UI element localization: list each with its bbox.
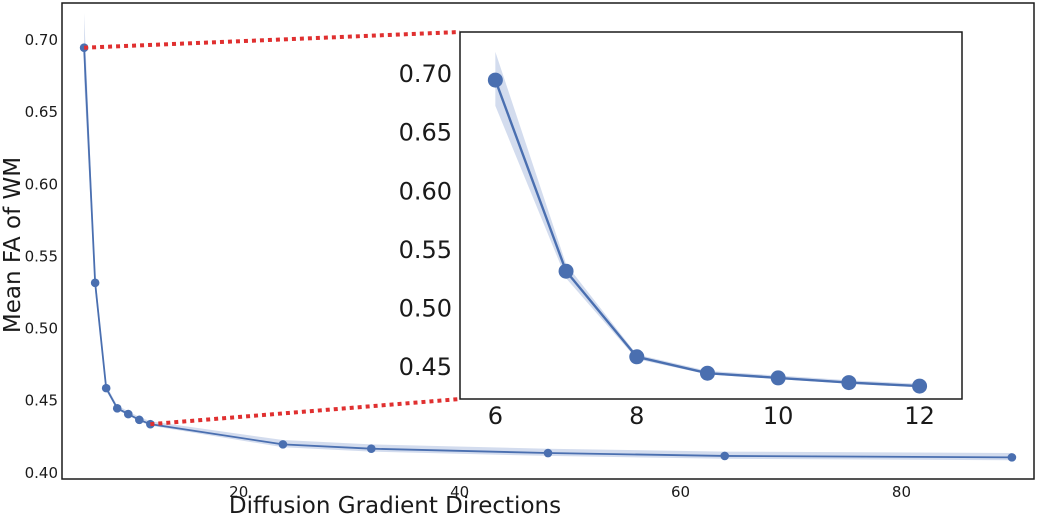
y-tick-label: 0.55 [25,247,58,265]
x-tick-label: 60 [671,483,690,501]
inset-data-point [912,378,928,394]
inset-data-point [699,365,715,381]
y-tick-label: 0.65 [25,103,58,121]
y-tick-label: 0.60 [25,175,58,193]
x-axis-label: Diffusion Gradient Directions [229,493,561,515]
inset-data-point [487,72,503,88]
x-tick-label: 80 [892,483,911,501]
inset-y-tick-label: 0.70 [399,60,452,88]
x-tick-label: 20 [229,483,248,501]
data-point [543,448,553,458]
inset-x-tick-label: 6 [488,402,503,430]
data-point [1007,453,1017,462]
data-point [366,444,376,454]
inset-data-point [770,370,786,386]
inset-data-point [629,349,645,365]
zoom-connector-line [84,30,461,50]
zoom-connector-line [150,397,461,427]
inset-y-tick-label: 0.50 [399,295,452,323]
inset-y-tick-label: 0.60 [399,177,452,205]
y-tick-label: 0.50 [25,320,58,338]
data-point [90,278,100,288]
inset-frame [459,31,963,400]
inset-x-tick-label: 10 [763,402,794,430]
data-point [278,440,288,449]
x-tick-label: 40 [450,483,469,501]
y-tick-label: 0.45 [25,392,58,410]
inset-data-point [558,263,574,279]
inset-y-tick-label: 0.55 [399,236,452,264]
y-tick-label: 0.70 [25,31,58,49]
inset-x-tick-label: 8 [629,402,644,430]
series-line [83,47,1012,459]
data-point [123,409,133,419]
inset-plot: 6 8 10 12 0.45 0.50 0.55 0.60 0.65 0.70 [399,31,963,430]
data-point [101,383,111,393]
inset-data-point [841,375,857,391]
data-point [135,415,144,425]
data-point [112,404,122,413]
y-axis-label: Mean FA of WM [0,157,26,333]
inset-y-tick-label: 0.45 [399,353,452,381]
data-point [720,451,730,461]
y-tick-label: 0.40 [25,464,58,482]
inset-x-tick-label: 12 [904,402,935,430]
inset-y-tick-label: 0.65 [399,119,452,147]
